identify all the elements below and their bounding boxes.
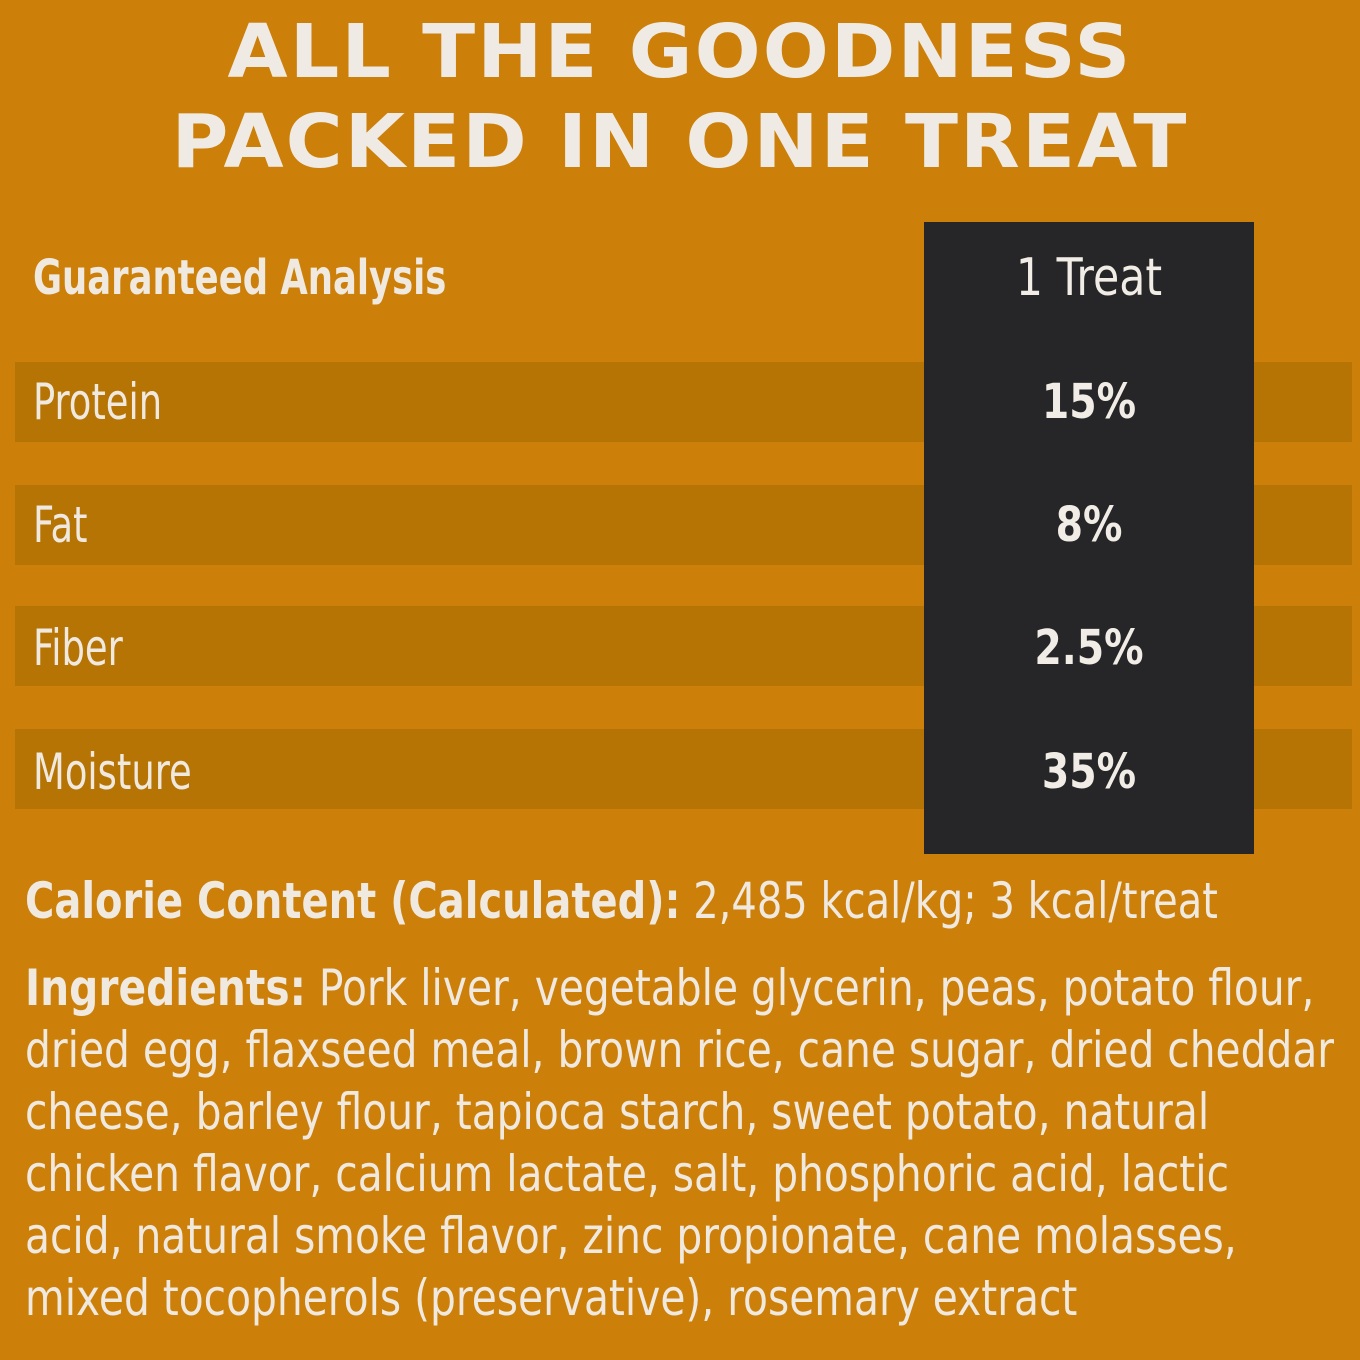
ingredients-label: Ingredients: <box>25 959 306 1017</box>
headline-line-2: PACKED IN ONE TREAT <box>171 99 1189 185</box>
headline-line-1: ALL THE GOODNESS <box>227 9 1133 95</box>
row-value-moisture: 35% <box>1041 744 1137 800</box>
row-label-fiber: Fiber <box>33 619 123 677</box>
ingredients-block: Ingredients: Pork liver, vegetable glyce… <box>25 957 1337 1329</box>
ingredients-line-1: Ingredients: Pork liver, vegetable glyce… <box>25 957 1337 1019</box>
row-value-fiber: 2.5% <box>1034 620 1144 676</box>
calorie-value: 2,485 kcal/kg; 3 kcal/treat <box>693 872 1218 930</box>
value-column <box>924 222 1254 854</box>
table-header-value: 1 Treat <box>1015 248 1163 308</box>
row-label-protein: Protein <box>33 373 163 431</box>
row-label-moisture: Moisture <box>33 743 192 801</box>
ingredients-line-5: acid, natural smoke flavor, zinc propion… <box>25 1207 1237 1265</box>
ingredients-text: Pork liver, vegetable glycerin, peas, po… <box>318 959 1315 1017</box>
table-header-label: Guaranteed Analysis <box>33 250 447 306</box>
row-value-protein: 15% <box>1041 374 1137 430</box>
ingredients-line-6: mixed tocopherols (preservative), rosema… <box>25 1269 1078 1327</box>
row-label-fat: Fat <box>33 496 88 554</box>
calorie-content: Calorie Content (Calculated): 2,485 kcal… <box>25 870 1218 932</box>
row-value-fat: 8% <box>1055 497 1123 553</box>
ingredients-line-4: chicken flavor, calcium lactate, salt, p… <box>25 1145 1229 1203</box>
ingredients-line-2: dried egg, flaxseed meal, brown rice, ca… <box>25 1021 1335 1079</box>
calorie-label: Calorie Content (Calculated): <box>25 872 681 930</box>
ingredients-line-3: cheese, barley flour, tapioca starch, sw… <box>25 1083 1210 1141</box>
